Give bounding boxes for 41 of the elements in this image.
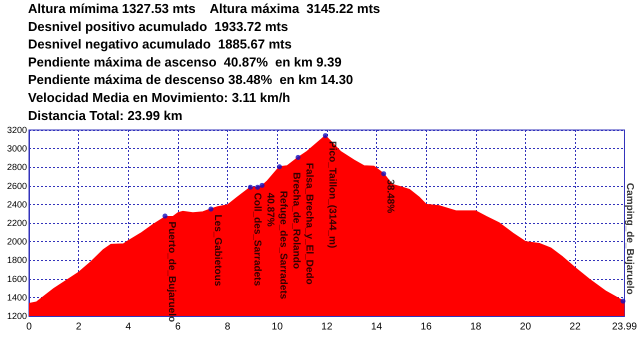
x-tick-label: 0 [26,322,32,332]
text: Pendiente máxima de ascenso 40.87% en km 9.39 [28,54,342,70]
x-tick-label: 12 [321,322,333,332]
y-tick-label: 2200 [6,218,27,228]
annotation: 38.48% [384,179,396,214]
x-tick-label: 18 [470,322,482,332]
annotation: Brecha_de_Rolando [290,172,302,269]
y-tick-label: 2000 [6,236,27,247]
annotation: Les_Gabietous [212,214,223,287]
y-tick-label: 1600 [6,274,27,284]
annotation: Puerto_de_Bujaruelo [166,222,178,322]
text: Desnivel negativo acumulado 1885.67 mts [28,36,292,52]
y-tick-label: 2400 [6,199,27,210]
x-tick-label: 16 [420,322,432,332]
x-tick-label: 8 [224,322,231,332]
x-tick-label: 4 [126,322,132,332]
annotation: Pico_Taillon_(3144_m) [326,141,338,248]
text: Distancia Total: 23.99 km [28,108,182,123]
y-tick-label: 1200 [6,311,27,321]
y-tick-label: 2600 [6,180,27,191]
annotation: Coll_des_Sarradets [251,192,262,287]
y-tick-label: 3000 [6,144,27,154]
y-tick-label: 3200 [6,125,27,135]
x-tick-label: 6 [175,322,182,332]
x-tick-label: 14 [370,322,383,332]
y-tick-label: 1800 [6,255,27,266]
x-tick-label: 2 [76,322,82,332]
annotation: Refuge_des_Sarradets [277,190,288,300]
text: Desnivel positivo acumulado 1933.72 mts [28,18,288,34]
x-tick-label: 22 [570,322,582,332]
annotation: Falsa_Brecha_y_El_Dedo [303,162,314,285]
text: Velocidad Media en Movimiento: 3.11 km/h [28,90,290,105]
x-tick-label: 23.99 [612,322,638,332]
x-tick-label: 10 [272,322,284,332]
text: Altura mímima 1327.53 mts Altura máxima 3145.22 mts [28,1,380,16]
y-tick-label: 1400 [6,292,27,302]
annotation: 40.87% [264,192,276,227]
y-tick-label: 2800 [6,162,27,172]
text: Pendiente máxima de descenso 38.48% en km 14.30 [28,72,354,88]
annotation: Camping_de_Bujaruelo [624,182,635,295]
x-tick-label: 20 [520,322,532,332]
